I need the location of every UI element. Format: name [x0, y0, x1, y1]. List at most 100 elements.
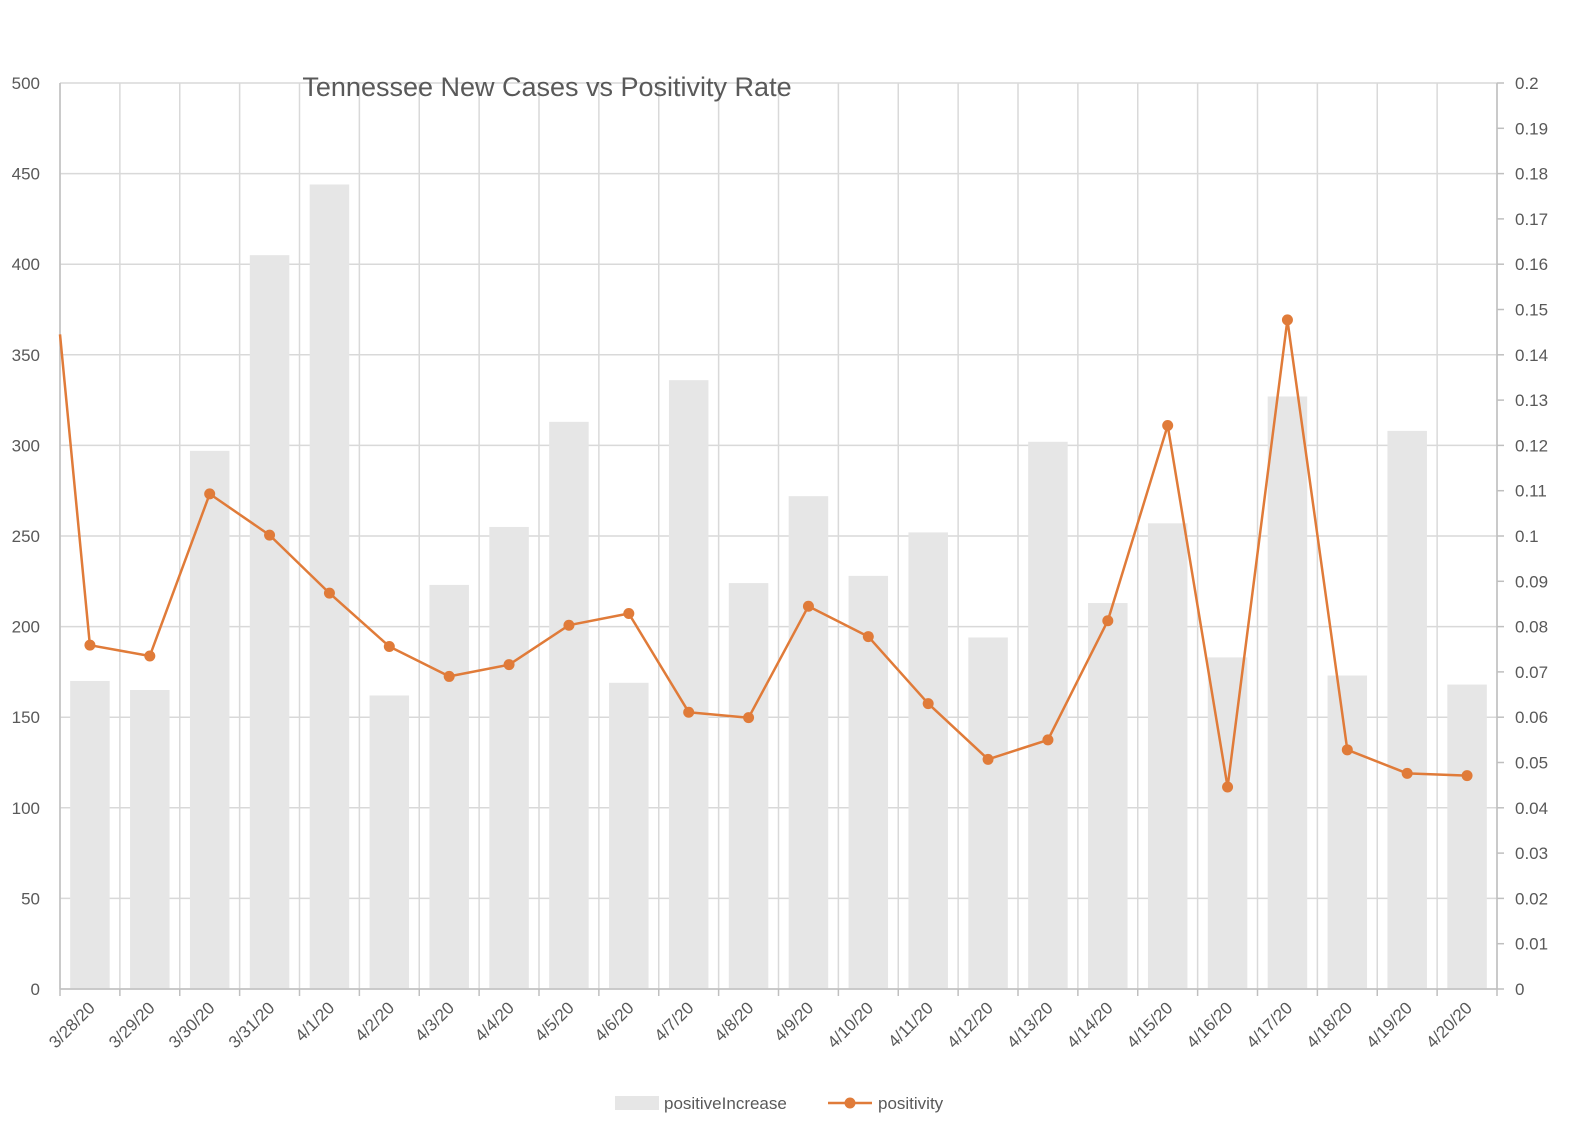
x-tick-label: 4/18/20 [1303, 998, 1357, 1052]
positivity-point-4/1/20 [323, 587, 335, 599]
left-tick-label: 50 [21, 889, 40, 908]
x-tick-label: 4/6/20 [591, 998, 638, 1045]
positivity-point-4/19/20 [1401, 767, 1413, 779]
x-tick-label: 4/19/20 [1362, 998, 1416, 1052]
bar-4/12/20 [968, 637, 1008, 989]
left-tick-label: 200 [12, 618, 40, 637]
x-tick-label: 4/9/20 [770, 998, 817, 1045]
left-tick-label: 100 [12, 799, 40, 818]
bar-4/19/20 [1387, 430, 1427, 989]
right-tick-label: 0.02 [1515, 889, 1548, 908]
bar-4/17/20 [1267, 396, 1308, 989]
right-tick-label: 0.06 [1515, 708, 1548, 727]
left-tick-label: 400 [12, 255, 40, 274]
right-tick-label: 0.15 [1515, 301, 1548, 320]
x-tick-label: 3/30/20 [165, 998, 219, 1052]
right-axis-tick-labels: 0 0.01 0.02 0.03 0.04 0.05 0.06 0.07 0.08 0.09 0.1… [1515, 74, 1548, 999]
right-tick-label: 0.04 [1515, 799, 1548, 818]
bar-4/11/20 [908, 532, 948, 989]
positivity-point-3/30/20 [204, 488, 216, 500]
positivity-point-4/13/20 [1042, 734, 1054, 746]
right-tick-label: 0.14 [1515, 346, 1548, 365]
x-axis-tick-labels: 3/28/20 3/29/20 3/30/20 3/31/20 4/1/20 4/2/20… [45, 998, 1476, 1052]
positivity-point-4/6/20 [623, 607, 635, 619]
horizontal-gridlines [60, 82, 1497, 990]
positivity-point-4/8/20 [743, 712, 755, 724]
positivity-point-4/17/20 [1281, 314, 1293, 326]
left-tick-label: 250 [12, 527, 40, 546]
x-tick-label: 4/13/20 [1003, 998, 1057, 1052]
positivity-point-4/11/20 [922, 698, 934, 710]
bar-4/15/20 [1147, 523, 1188, 989]
right-tick-label: 0.13 [1515, 391, 1548, 410]
positivity-point-3/31/20 [264, 529, 276, 541]
positivity-point-3/29/20 [144, 650, 156, 662]
x-tick-label: 4/16/20 [1183, 998, 1237, 1052]
bar-4/18/20 [1327, 675, 1368, 989]
right-tick-label: 0.11 [1515, 482, 1547, 501]
bar-3/30/20 [189, 450, 230, 989]
right-tick-label: 0.12 [1515, 436, 1548, 455]
x-tick-label: 4/7/20 [651, 998, 698, 1045]
positivity-point-4/20/20 [1461, 770, 1473, 782]
legend-label-positivity: positivity [878, 1094, 944, 1113]
right-tick-label: 0.09 [1515, 572, 1548, 591]
x-tick-label: 4/12/20 [943, 998, 997, 1052]
left-tick-label: 150 [12, 708, 40, 727]
positivity-point-4/9/20 [802, 600, 814, 612]
positivity-point-4/16/20 [1222, 781, 1234, 793]
bar-4/7/20 [668, 380, 709, 990]
positivity-point-4/3/20 [443, 670, 455, 682]
bar-4/9/20 [788, 496, 829, 989]
bar-3/28/20 [70, 680, 110, 989]
bar-4/13/20 [1028, 441, 1068, 989]
right-tick-label: 0.05 [1515, 754, 1548, 773]
bar-4/20/20 [1447, 684, 1487, 989]
x-tick-label: 4/1/20 [291, 998, 338, 1045]
x-tick-label: 4/2/20 [351, 998, 398, 1045]
x-tick-label: 4/11/20 [884, 998, 937, 1051]
right-tick-label: 0.16 [1515, 255, 1548, 274]
right-tick-label: 0.07 [1515, 663, 1548, 682]
right-tick-label: 0.1 [1515, 527, 1539, 546]
legend: positiveIncrease positivity [615, 1094, 944, 1113]
bar-series-positiveincrease [70, 184, 1487, 990]
bar-4/2/20 [369, 695, 410, 989]
positivity-point-4/2/20 [383, 641, 395, 653]
right-tick-label: 0.17 [1515, 210, 1548, 229]
chart-title: Tennessee New Cases vs Positivity Rate [302, 72, 791, 102]
positivity-point-4/15/20 [1162, 419, 1174, 431]
positivity-point-3/28/20 [84, 639, 96, 651]
left-axis-tick-labels: 0 50 100 150 200 250 300 350 400 450 500 [12, 74, 40, 999]
bar-4/8/20 [728, 583, 769, 989]
positivity-point-4/4/20 [503, 659, 515, 671]
positivity-point-4/12/20 [982, 753, 994, 765]
left-tick-label: 500 [12, 74, 40, 93]
bar-3/29/20 [130, 690, 170, 989]
right-tick-label: 0.01 [1515, 935, 1548, 954]
bar-4/5/20 [549, 421, 589, 989]
x-tick-label: 3/31/20 [225, 998, 279, 1052]
left-tick-label: 300 [12, 436, 40, 455]
left-tick-label: 450 [12, 165, 40, 184]
bar-4/4/20 [489, 526, 529, 989]
x-tick-label: 4/14/20 [1063, 998, 1117, 1052]
right-tick-label: 0 [1515, 980, 1524, 999]
right-tick-label: 0.19 [1515, 119, 1548, 138]
x-tick-label: 3/28/20 [45, 998, 99, 1052]
bar-4/1/20 [309, 184, 350, 990]
legend-swatch-positivity-marker [844, 1097, 856, 1109]
legend-swatch-positiveincrease [615, 1096, 659, 1110]
left-tick-label: 350 [12, 346, 40, 365]
x-tick-label: 4/15/20 [1123, 998, 1177, 1052]
positivity-point-4/18/20 [1341, 744, 1353, 756]
bar-3/31/20 [249, 255, 290, 989]
x-tick-label: 4/3/20 [411, 998, 458, 1045]
x-tick-label: 4/10/20 [824, 998, 878, 1052]
axes [59, 82, 1504, 996]
bar-4/14/20 [1088, 603, 1128, 989]
right-tick-label: 0.2 [1515, 74, 1539, 93]
right-tick-label: 0.03 [1515, 844, 1548, 863]
